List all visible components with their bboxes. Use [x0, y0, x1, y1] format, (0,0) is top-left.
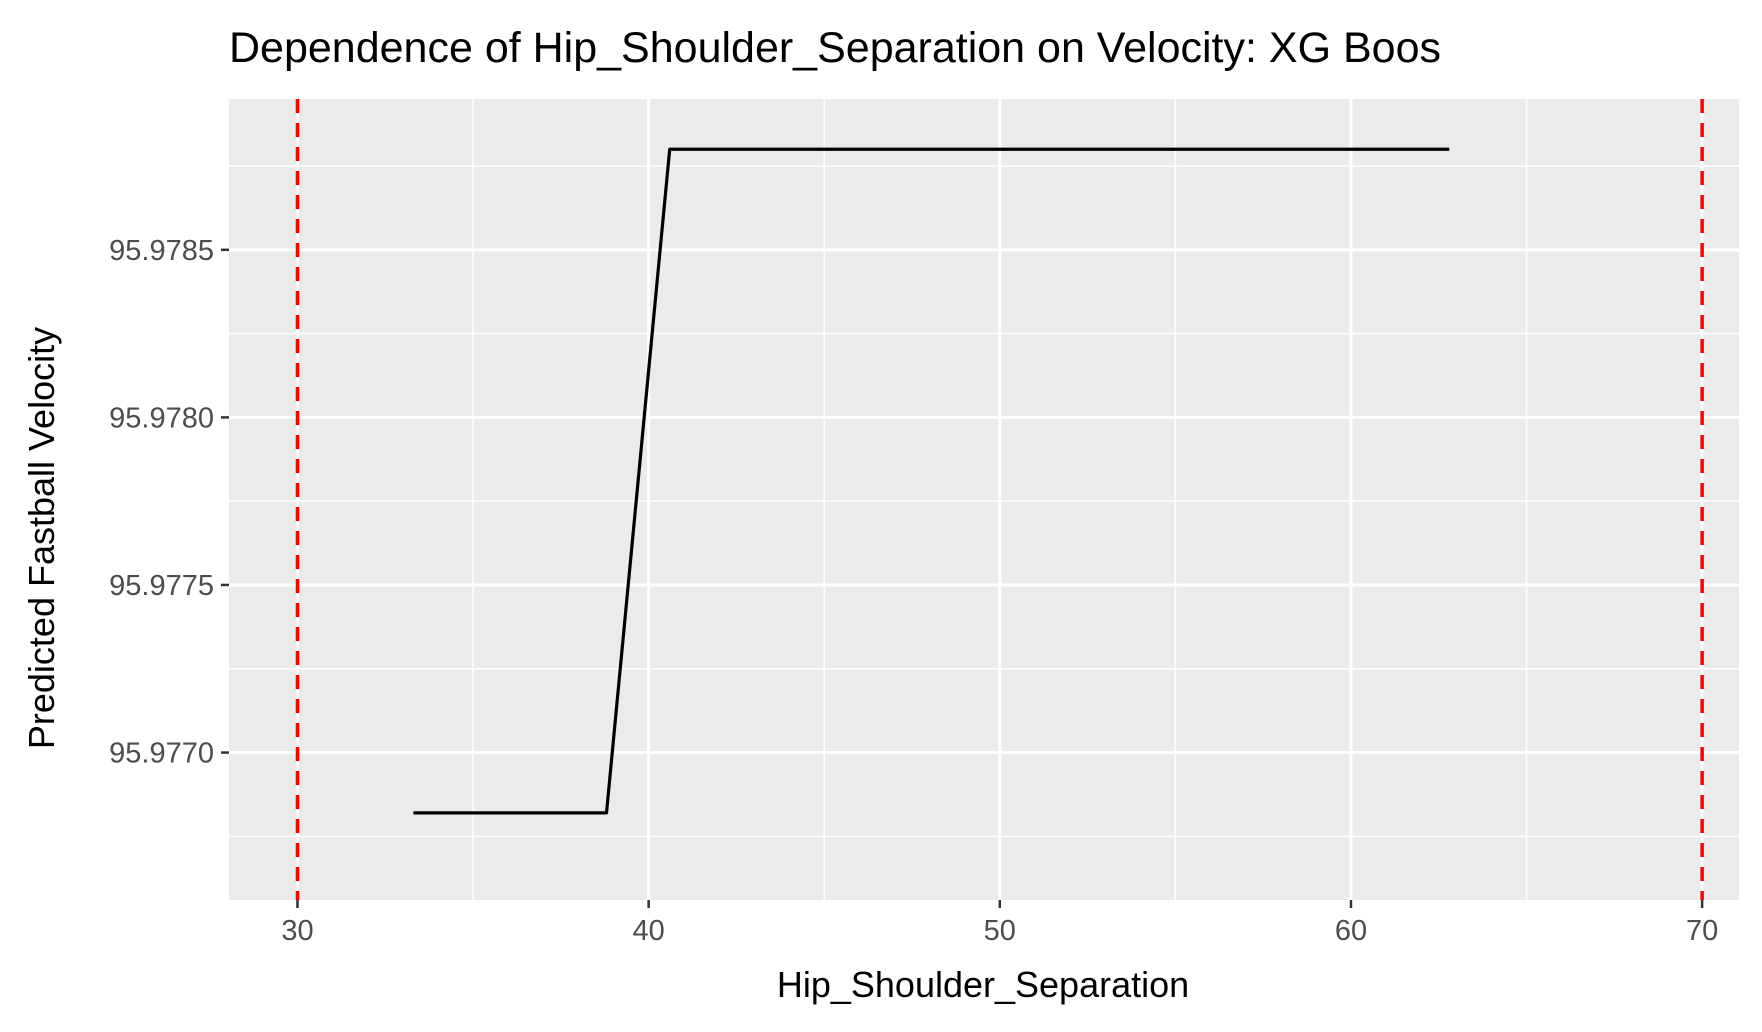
- x-tick-label: 70: [1686, 915, 1718, 947]
- x-tick-label: 60: [1335, 915, 1367, 947]
- minor-gridlines: [229, 99, 1739, 900]
- x-tick-label: 30: [281, 915, 313, 947]
- y-tick-label: 95.9775: [109, 570, 214, 602]
- series-line: [413, 147, 1450, 815]
- x-tick-label: 40: [633, 915, 665, 947]
- plot-panel: [229, 99, 1739, 900]
- x-tick-label: 50: [984, 915, 1016, 947]
- y-tick-label: 95.9780: [109, 402, 214, 434]
- reference-lines: [295, 99, 1704, 900]
- y-tick-label: 95.9770: [109, 738, 214, 770]
- y-axis-title: Predicted Fastball Velocity: [21, 327, 62, 749]
- chart-title: Dependence of Hip_Shoulder_Separation on…: [229, 24, 1441, 72]
- major-gridlines: [229, 99, 1739, 900]
- y-tick-label: 95.9785: [109, 235, 214, 267]
- series-layer: [413, 147, 1450, 815]
- x-axis: 30 40 50 60 70: [281, 900, 1718, 947]
- x-axis-title: Hip_Shoulder_Separation: [777, 964, 1189, 1005]
- y-axis: 95.9770 95.9775 95.9780 95.9785: [109, 235, 229, 770]
